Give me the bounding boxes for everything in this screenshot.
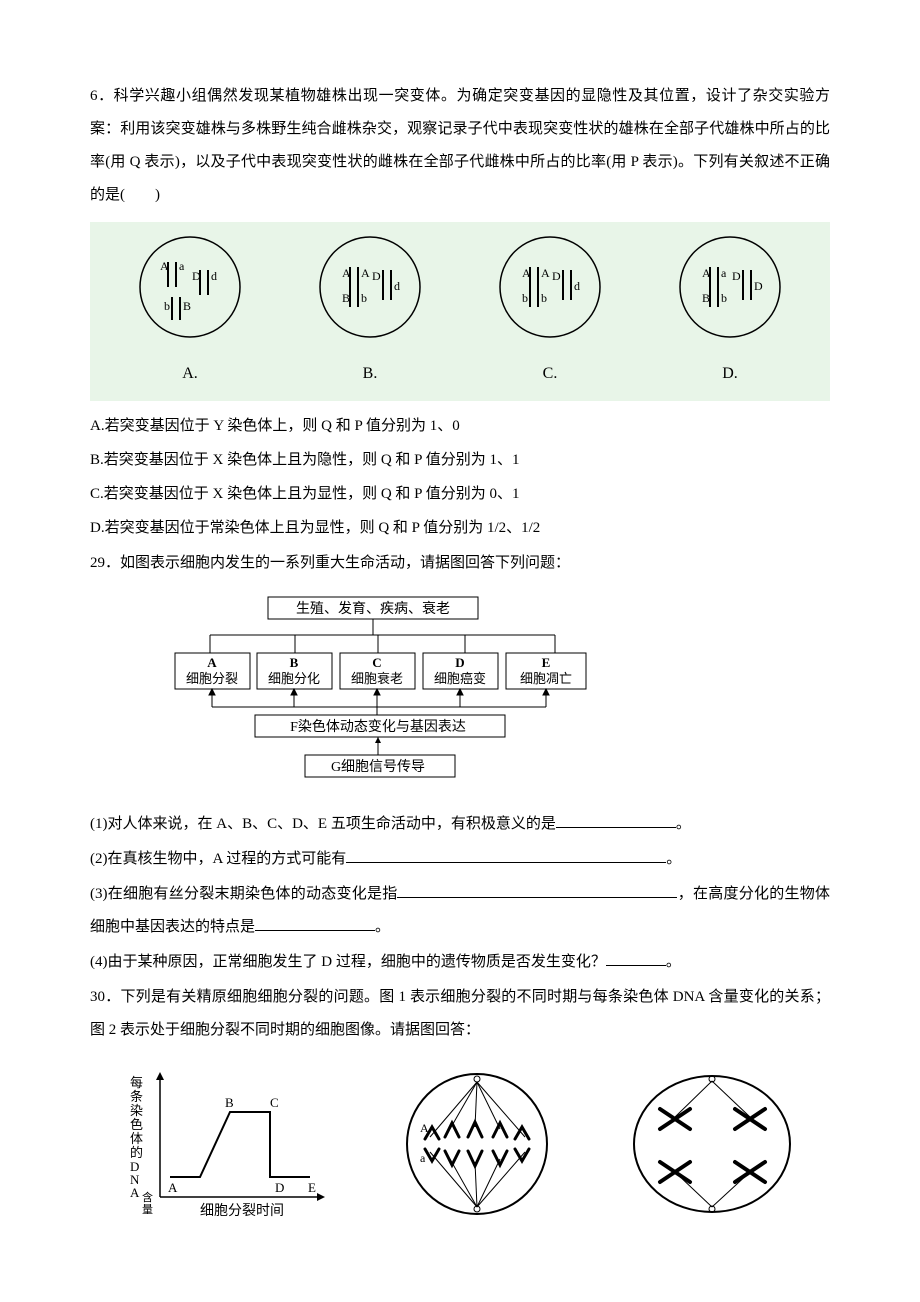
circle-d-svg: A a B b D D [660,232,800,352]
svg-text:b: b [522,291,528,305]
flow-top-text: 生殖、发育、疾病、衰老 [296,600,450,617]
svg-text:A: A [160,259,169,273]
svg-text:量: 量 [142,1203,153,1216]
svg-text:细胞凋亡: 细胞凋亡 [520,671,572,686]
svg-text:A: A [207,655,217,670]
svg-text:a: a [179,259,185,273]
q6-option-a: A.若突变基因位于 Y 染色体上，则 Q 和 P 值分别为 1、0 [90,411,830,441]
svg-text:D: D [552,269,561,283]
svg-text:D: D [754,279,763,293]
svg-text:d: d [574,279,580,293]
svg-text:A: A [420,1121,429,1135]
svg-text:G细胞信号传导: G细胞信号传导 [331,759,425,775]
svg-text:B: B [225,1095,234,1110]
blank-3b [255,916,375,931]
circle-d: A a B b D D D. [660,232,800,391]
svg-text:D: D [732,269,741,283]
svg-text:B: B [702,291,710,305]
q29-sub3: (3)在细胞有丝分裂末期染色体的动态变化是指，在高度分化的生物体细胞中基因表达的… [90,878,830,944]
svg-text:细胞分裂: 细胞分裂 [186,671,238,686]
q30-cell-1: A a [390,1067,565,1222]
svg-text:b: b [721,291,727,305]
q29-sub4: (4)由于某种原因，正常细胞发生了 D 过程，细胞中的遗传物质是否发生变化？。 [90,946,830,979]
circle-b: A A B b D d B. [300,232,440,391]
svg-text:A: A [361,266,370,280]
q6-option-c: C.若突变基因位于 X 染色体上且为显性，则 Q 和 P 值分别为 0、1 [90,479,830,509]
q6-circles-row: A a D d b B A. A A B [100,232,820,391]
svg-text:含: 含 [142,1190,153,1204]
svg-text:D: D [455,655,464,670]
circle-a: A a D d b B A. [120,232,260,391]
q6-diagram-container: A a D d b B A. A A B [90,222,830,401]
svg-text:A: A [702,266,711,280]
q30-cell-2 [625,1067,800,1222]
svg-text:B: B [290,655,299,670]
svg-text:细胞衰老: 细胞衰老 [351,671,403,686]
svg-text:F染色体动态变化与基因表达: F染色体动态变化与基因表达 [290,718,466,735]
svg-text:D: D [372,269,381,283]
blank-4 [606,951,666,966]
q30-chart: 每 条 染 色 体 的 D N A 含 量 A B C D E 细胞分裂时间 [120,1067,330,1222]
svg-text:A: A [522,266,531,280]
svg-text:d: d [211,269,217,283]
q30-figures: 每 条 染 色 体 的 D N A 含 量 A B C D E 细胞分裂时间 [90,1067,830,1222]
circle-c-svg: A A b b D d [480,232,620,352]
circle-c-label: C. [543,356,558,391]
svg-text:E: E [308,1180,316,1195]
q29-intro: 29．如图表示细胞内发生的一系列重大生命活动，请据图回答下列问题： [90,547,830,580]
svg-text:D: D [192,269,201,283]
svg-text:细胞癌变: 细胞癌变 [434,671,486,686]
chart-ylabel: 每 条 染 色 体 的 D N A [130,1075,146,1200]
circle-b-svg: A A B b D d [300,232,440,352]
q29-sub1: (1)对人体来说，在 A、B、C、D、E 五项生命活动中，有积极意义的是。 [90,808,830,841]
q29-sub2: (2)在真核生物中，A 过程的方式可能有。 [90,843,830,876]
svg-text:C: C [372,655,381,670]
q30-intro: 30．下列是有关精原细胞细胞分裂的问题。图 1 表示细胞分裂的不同时期与每条染色… [90,981,830,1047]
svg-text:细胞分化: 细胞分化 [268,671,320,686]
svg-text:B: B [342,291,350,305]
svg-text:b: b [164,299,170,313]
blank-2 [346,848,666,863]
svg-text:d: d [394,279,400,293]
q29-flow-svg: 生殖、发育、疾病、衰老 A 细胞分裂 B 细胞分化 C 细胞衰老 D 细胞癌变 … [160,595,590,780]
svg-text:b: b [361,291,367,305]
blank-1 [556,813,676,828]
q29-diagram: 生殖、发育、疾病、衰老 A 细胞分裂 B 细胞分化 C 细胞衰老 D 细胞癌变 … [160,595,830,793]
svg-text:B: B [183,299,191,313]
circle-d-label: D. [722,356,738,391]
svg-text:A: A [168,1180,178,1195]
blank-3a [397,883,677,898]
svg-text:E: E [542,655,551,670]
svg-text:A: A [541,266,550,280]
q6-option-b: B.若突变基因位于 X 染色体上且为隐性，则 Q 和 P 值分别为 1、1 [90,445,830,475]
q6-option-d: D.若突变基因位于常染色体上且为显性，则 Q 和 P 值分别为 1/2、1/2 [90,513,830,543]
svg-text:b: b [541,291,547,305]
circle-b-label: B. [363,356,378,391]
svg-text:a: a [420,1151,426,1165]
svg-text:a: a [721,266,727,280]
svg-text:D: D [275,1180,284,1195]
svg-text:细胞分裂时间: 细胞分裂时间 [200,1203,284,1219]
svg-text:A: A [342,266,351,280]
circle-a-svg: A a D d b B [120,232,260,352]
circle-a-label: A. [182,356,198,391]
q6-text: 6．科学兴趣小组偶然发现某植物雄株出现一突变体。为确定突变基因的显隐性及其位置，… [90,80,830,212]
circle-c: A A b b D d C. [480,232,620,391]
svg-text:C: C [270,1095,279,1110]
